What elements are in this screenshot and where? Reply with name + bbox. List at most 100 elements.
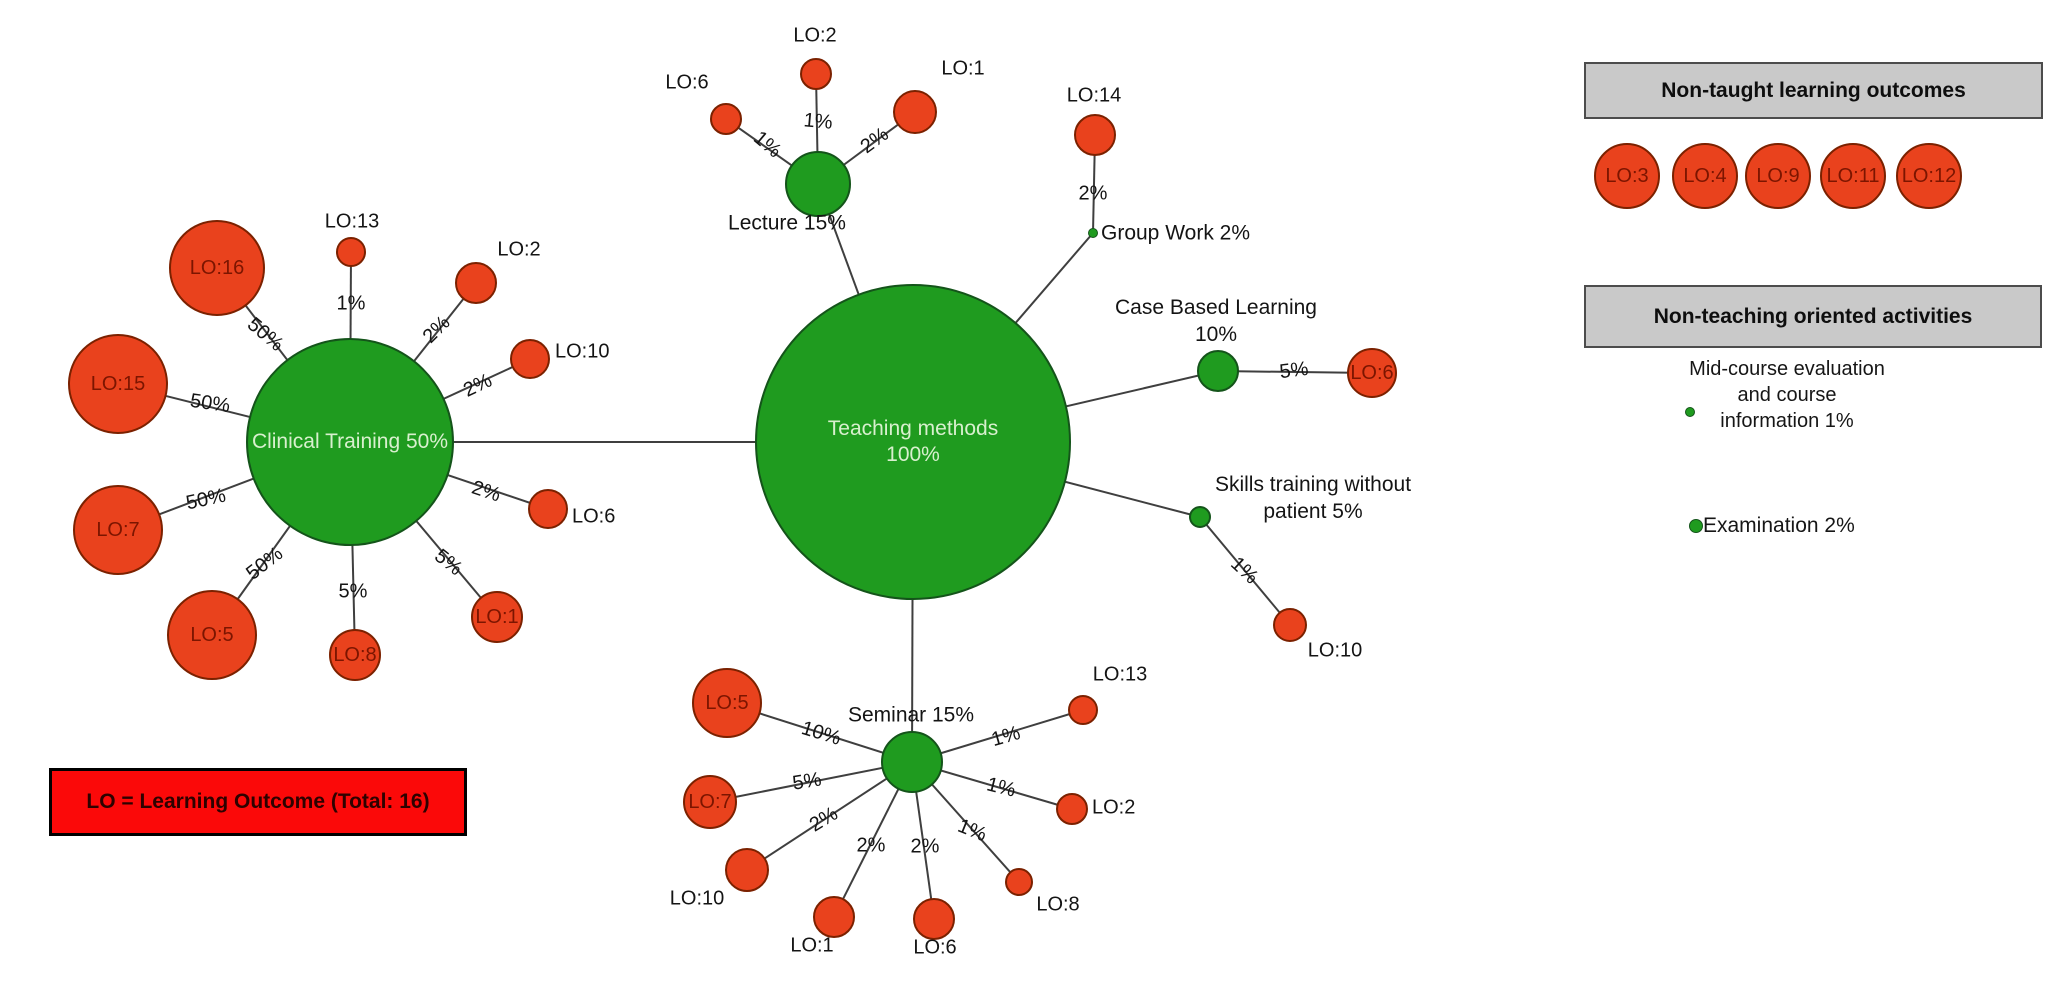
node-casebased	[1197, 350, 1239, 392]
outcome-label-se2: LO:2	[1092, 795, 1135, 822]
legend-outcome-1: LO:4	[1672, 143, 1738, 209]
mid-course-label: Mid-course evaluation and course informa…	[1687, 356, 1887, 434]
outcome-label-l1: LO:1	[941, 56, 984, 83]
outcome-label-se1: LO:1	[790, 933, 833, 960]
legend-non-taught-title: Non-taught learning outcomes	[1661, 78, 1966, 102]
node-label-lecture: Lecture 15%	[728, 210, 846, 237]
outcome-label-s10: LO:10	[1308, 638, 1362, 665]
outcome-label-c2: LO:2	[497, 237, 540, 264]
lo-note-box: LO = Learning Outcome (Total: 16)	[49, 768, 467, 836]
outcome-label: LO:7	[688, 790, 732, 813]
mid-course-line: evaluation and	[1737, 358, 1885, 406]
outcome-seminar-lo13	[1068, 695, 1098, 725]
outcome-label-c13: LO:13	[325, 209, 379, 236]
outcome-label-l2: LO:2	[793, 23, 836, 50]
outcome-label: LO:10	[669, 887, 725, 910]
mid-course-line: course information	[1720, 384, 1837, 432]
outcome-label: LO:8	[333, 643, 377, 666]
outcome-label-se13: LO:13	[1093, 662, 1147, 689]
outcome-label-se8: LO:8	[1036, 892, 1079, 919]
outcome-label-se10: LO:10	[670, 886, 724, 913]
outcome-label: LO:14	[1066, 84, 1122, 107]
node-title: patient 5%	[1263, 500, 1363, 523]
mid-course-dot-icon	[1685, 407, 1695, 417]
node-label-seminar: Seminar 15%	[848, 702, 974, 729]
legend-outcome-2: LO:9	[1745, 143, 1811, 209]
outcome-label: LO:1	[475, 605, 519, 628]
outcome-label: LO:2	[1092, 796, 1136, 819]
outcome-label-c6: LO:6	[572, 504, 615, 531]
legend-outcome-label: LO:4	[1683, 164, 1727, 187]
outcome-seminar-lo6	[913, 898, 955, 940]
outcome-casebased-lo6: LO:6	[1347, 348, 1397, 398]
outcome-groupwork-lo14	[1074, 114, 1116, 156]
legend-non-teaching-title: Non-teaching oriented activities	[1653, 304, 1973, 328]
outcome-clinical-lo16: LO:16	[169, 220, 265, 316]
outcome-seminar-lo10	[725, 848, 769, 892]
outcome-clinical-lo2	[455, 262, 497, 304]
node-title: Case Based Learning	[1115, 296, 1317, 319]
outcome-label: LO:5	[190, 623, 234, 646]
outcome-label-g14: LO:14	[1067, 83, 1121, 110]
outcome-clinical-lo7: LO:7	[73, 485, 163, 575]
node-skills	[1189, 506, 1211, 528]
outcome-label: LO:6	[1350, 361, 1394, 384]
outcome-skills-lo10	[1273, 608, 1307, 642]
outcome-label: LO:16	[189, 256, 245, 279]
node-seminar	[881, 731, 943, 793]
node-clinical: Clinical Training 50%	[246, 338, 454, 546]
legend-outcome-4: LO:12	[1896, 143, 1962, 209]
outcome-clinical-lo13	[336, 237, 366, 267]
outcome-clinical-lo8: LO:8	[329, 629, 381, 681]
outcome-label: LO:15	[90, 372, 146, 395]
legend-outcome-label: LO:11	[1826, 164, 1880, 187]
node-groupwork	[1088, 228, 1098, 238]
node-label-casebased: Case Based Learning 10%	[1115, 294, 1317, 348]
outcome-label: LO:13	[1092, 663, 1148, 686]
legend-non-teaching-header: Non-teaching oriented activities	[1584, 285, 2042, 348]
edge-percent-label: 1%	[336, 292, 366, 315]
edge-percent-label: 5%	[338, 580, 368, 603]
outcome-clinical-lo5: LO:5	[167, 590, 257, 680]
outcome-label: LO:1	[941, 57, 985, 80]
node-title: Skills training without	[1214, 473, 1412, 496]
node-title: Seminar 15%	[847, 703, 975, 727]
edge-seminar-se7	[709, 761, 913, 803]
outcome-label: LO:10	[1307, 639, 1363, 662]
legend-outcome-0: LO:3	[1594, 143, 1660, 209]
outcome-label: LO:6	[665, 71, 709, 94]
examination-label: Examination 2%	[1703, 514, 1855, 537]
outcome-seminar-lo2	[1056, 793, 1088, 825]
legend-outcome-label: LO:12	[1901, 164, 1957, 187]
mid-course-line: 1%	[1824, 410, 1854, 432]
edge-percent-label: 2%	[910, 835, 940, 858]
legend-outcome-label: LO:9	[1756, 164, 1800, 187]
outcome-label: LO:6	[913, 936, 957, 959]
lo-note-text: LO = Learning Outcome (Total: 16)	[86, 790, 430, 813]
outcome-label: LO:8	[1036, 893, 1080, 916]
node-title: Lecture 15%	[728, 211, 846, 235]
outcome-lecture-lo2	[800, 58, 832, 90]
legend-non-taught-header: Non-taught learning outcomes	[1584, 62, 2043, 119]
outcome-label: LO:1	[790, 934, 834, 957]
edge-percent-label: 5%	[1278, 357, 1310, 384]
outcome-label: LO:2	[497, 238, 541, 261]
edge-percent-label: 2%	[1078, 182, 1108, 205]
outcome-lecture-lo1	[893, 90, 937, 134]
outcome-label: LO:7	[96, 518, 140, 541]
outcome-label-l6: LO:6	[665, 70, 708, 97]
outcome-lecture-lo6	[710, 103, 742, 135]
outcome-label: LO:13	[324, 210, 380, 233]
node-title: Group Work 2%	[1101, 221, 1250, 245]
mid-course-line: Mid-course	[1689, 358, 1789, 380]
node-lecture	[785, 151, 851, 217]
legend-outcome-label: LO:3	[1605, 164, 1649, 187]
edge-percent-label: 5%	[790, 768, 823, 795]
outcome-seminar-lo7: LO:7	[683, 775, 737, 829]
outcome-seminar-lo1	[813, 896, 855, 938]
node-teaching: Teaching methods 100%	[755, 284, 1071, 600]
edge-casebased-cb6	[1217, 370, 1373, 374]
outcome-label-se6: LO:6	[913, 935, 956, 962]
outcome-label: LO:5	[705, 691, 749, 714]
